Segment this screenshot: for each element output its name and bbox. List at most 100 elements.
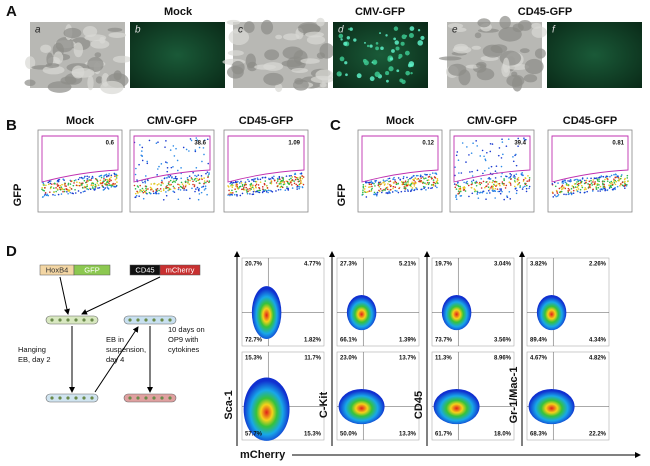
plot-title: CD45-GFP	[239, 115, 293, 127]
event	[115, 185, 118, 187]
construct-part	[159, 264, 201, 276]
cell-colony	[523, 74, 538, 83]
event	[397, 182, 400, 185]
event	[514, 177, 516, 180]
gfp-cell	[388, 66, 394, 72]
event	[290, 174, 292, 177]
event	[602, 183, 604, 186]
gfp-cell	[340, 38, 343, 41]
eb	[90, 318, 94, 322]
event	[264, 180, 267, 182]
event	[290, 177, 292, 180]
gfp-cell	[410, 71, 413, 75]
event	[592, 179, 595, 181]
event	[417, 174, 419, 177]
event	[61, 183, 63, 186]
event	[252, 179, 255, 181]
event	[49, 186, 52, 189]
y-axis-label: C-Kit	[318, 392, 330, 419]
event	[140, 189, 143, 192]
event	[489, 150, 492, 153]
cell-colony	[47, 81, 72, 93]
event	[247, 188, 249, 190]
event	[188, 175, 191, 177]
event	[276, 180, 279, 182]
event	[98, 186, 101, 189]
quadrant-value: 23.0%	[340, 356, 358, 362]
event	[249, 189, 251, 192]
population	[433, 388, 480, 425]
event	[395, 183, 398, 186]
event	[418, 180, 420, 183]
event	[512, 176, 515, 178]
event	[552, 192, 554, 194]
event	[386, 186, 389, 189]
event	[435, 181, 438, 184]
gfp-cell	[393, 26, 399, 31]
event	[381, 189, 384, 192]
event	[476, 193, 479, 195]
event	[391, 191, 394, 193]
event	[46, 193, 48, 196]
event	[427, 183, 430, 186]
eb	[58, 318, 62, 322]
event	[193, 185, 196, 188]
event	[428, 182, 431, 184]
event	[189, 138, 192, 140]
event	[146, 160, 148, 163]
event	[43, 184, 45, 186]
cell-colony	[310, 75, 334, 84]
cell-colony	[476, 68, 495, 81]
cell-colony	[281, 60, 303, 67]
event	[174, 177, 177, 180]
event	[67, 192, 69, 195]
event	[296, 176, 299, 179]
gate	[551, 135, 629, 183]
event	[499, 188, 501, 190]
culture-dish	[123, 315, 177, 325]
event	[279, 181, 282, 184]
event	[142, 181, 144, 184]
event	[299, 176, 302, 179]
event	[583, 188, 586, 191]
event	[577, 184, 580, 187]
event	[270, 190, 273, 192]
event	[200, 186, 203, 188]
event	[463, 181, 465, 184]
event	[301, 175, 303, 177]
eb	[160, 396, 164, 400]
event	[596, 177, 598, 179]
event	[147, 188, 149, 190]
event	[59, 184, 62, 187]
quadrant-value: 8.96%	[494, 356, 512, 362]
event	[387, 177, 390, 180]
event	[102, 180, 105, 182]
event	[290, 180, 292, 183]
cell-colony	[53, 51, 64, 65]
event	[422, 185, 425, 188]
event	[196, 139, 199, 141]
event	[83, 185, 86, 188]
event	[516, 189, 518, 192]
event	[498, 147, 501, 149]
event	[106, 175, 108, 178]
construct-label: HoxB4	[46, 265, 69, 274]
event	[499, 192, 502, 195]
event	[194, 190, 196, 193]
event	[144, 191, 147, 194]
event	[513, 180, 516, 182]
event	[610, 180, 613, 183]
event	[137, 192, 139, 194]
event	[368, 183, 371, 185]
event	[520, 173, 523, 175]
event	[208, 180, 211, 182]
event	[468, 195, 470, 198]
event	[97, 187, 99, 189]
event	[615, 174, 617, 176]
event	[510, 174, 513, 176]
event	[614, 183, 617, 186]
population	[243, 377, 290, 441]
event	[362, 185, 365, 188]
event	[75, 184, 78, 187]
event	[457, 185, 460, 188]
